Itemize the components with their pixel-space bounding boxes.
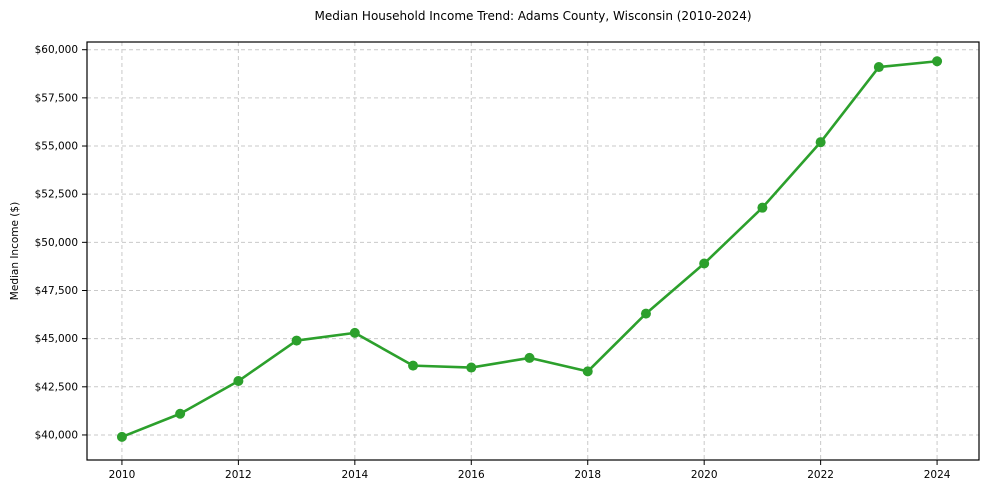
x-tick-label: 2016 [458, 469, 485, 481]
y-tick-label: $42,500 [35, 381, 78, 393]
trend-line [120, 59, 939, 439]
data-point-2016 [466, 362, 477, 373]
data-point-2024 [932, 56, 943, 67]
data-point-2012 [233, 376, 244, 387]
y-tick-label: $57,500 [35, 92, 78, 104]
y-tick-label: $55,000 [35, 141, 78, 153]
x-tick-label: 2018 [574, 469, 601, 481]
x-tick-label: 2020 [691, 469, 718, 481]
y-axis-label: Median Income ($) [9, 201, 21, 301]
y-tick-label: $40,000 [35, 429, 78, 441]
chart-title: Median Household Income Trend: Adams Cou… [314, 9, 752, 23]
data-point-2014 [349, 327, 360, 338]
data-point-2022 [815, 137, 826, 148]
x-tick-label: 2012 [225, 469, 252, 481]
data-point-2019 [640, 308, 651, 319]
data-point-2013 [291, 335, 302, 346]
y-tick-label: $47,500 [35, 285, 78, 297]
x-tick-label: 2024 [924, 469, 951, 481]
y-tick-label: $60,000 [35, 44, 78, 56]
data-point-2011 [175, 408, 186, 419]
data-point-2017 [524, 352, 535, 363]
x-tick-label: 2022 [807, 469, 834, 481]
data-point-2021 [757, 202, 768, 213]
y-tick-label: $45,000 [35, 333, 78, 345]
y-tick-label: $50,000 [35, 237, 78, 249]
data-point-2015 [408, 360, 419, 371]
data-point-2018 [582, 366, 593, 377]
x-tick-label: 2014 [341, 469, 368, 481]
data-point-2010 [116, 431, 127, 442]
plot-border [86, 41, 980, 461]
data-point-2020 [699, 258, 710, 269]
y-tick-label: $52,500 [35, 189, 78, 201]
data-point-2023 [873, 62, 884, 73]
x-tick-label: 2010 [109, 469, 136, 481]
